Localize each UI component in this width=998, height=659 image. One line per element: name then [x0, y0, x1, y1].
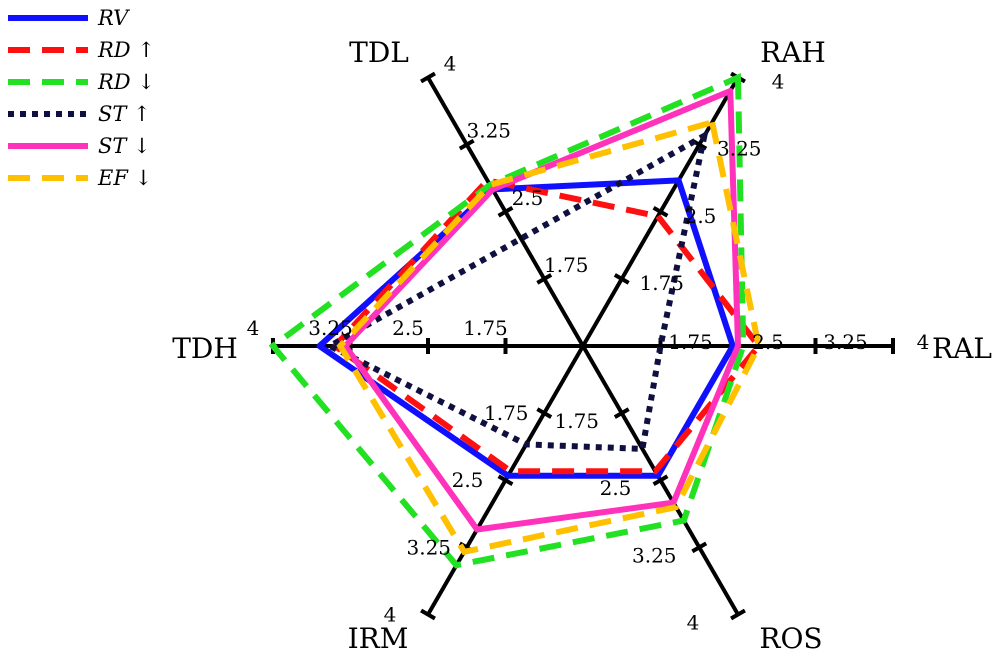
series-line-5 [336, 118, 762, 556]
tick-mark-tdl-1 [497, 206, 514, 218]
tick-label-tdh-1: 2.5 [392, 316, 424, 340]
labels-layer: RAH RAL ROS IRM TDH TDL 1.75 2.5 3.25 4 1.75 2.5 3.2… [172, 36, 992, 655]
tick-mark-tdl-3 [420, 71, 436, 84]
tick-label-ral-1: 2.5 [752, 330, 784, 354]
tick-label-tdh-0: 1.75 [463, 316, 508, 340]
tick-mark-rah-1 [652, 206, 669, 218]
tick-mark-ros-1 [652, 474, 669, 486]
axis-label-ral: RAL [932, 332, 992, 365]
legend-label-3: ST ↑ [98, 102, 151, 126]
tick-label-rah-1: 2.5 [685, 204, 717, 228]
tick-label-ros-0: 1.75 [554, 409, 599, 433]
tick-label-ral-2: 3.25 [823, 330, 868, 354]
tick-label-irm-2: 3.25 [406, 535, 451, 559]
tick-label-tdl-2: 3.25 [466, 119, 511, 143]
tick-mark-rah-0 [613, 273, 630, 285]
legend-label-1: RD ↑ [97, 38, 155, 62]
tick-label-irm-1: 2.5 [452, 468, 484, 492]
tick-label-ros-1: 2.5 [600, 476, 632, 500]
tick-mark-irm-1 [497, 474, 514, 486]
series-line-3 [323, 129, 709, 452]
tick-label-tdl-0: 1.75 [544, 253, 589, 277]
axes-layer [271, 71, 895, 621]
tick-label-ral-0: 1.75 [668, 330, 713, 354]
tick-mark-ros-2 [691, 541, 708, 554]
tick-label-rah-3: 4 [772, 70, 785, 94]
tick-mark-ros-0 [613, 407, 630, 419]
axis-label-irm: IRM [348, 622, 409, 655]
tick-mark-tdl-0 [536, 273, 553, 285]
tick-label-tdl-3: 4 [444, 52, 457, 76]
axis-label-rah: RAH [760, 36, 826, 69]
tick-label-ros-3: 4 [687, 610, 700, 634]
legend-label-0: RV [97, 6, 130, 30]
series-layer [268, 72, 763, 569]
tick-label-tdh-2: 3.25 [308, 316, 353, 340]
axis-label-tdh: TDH [172, 332, 238, 365]
tick-mark-ros-3 [730, 608, 746, 621]
tick-label-rah-2: 3.25 [717, 137, 762, 161]
tick-mark-irm-0 [536, 407, 553, 419]
tick-label-ros-2: 3.25 [632, 543, 677, 567]
legend: RV RD ↑ RD ↓ ST ↑ ST ↓ EF ↓ [8, 6, 155, 190]
tick-mark-tdl-2 [458, 138, 475, 151]
tick-label-irm-0: 1.75 [484, 401, 529, 425]
series-line-2 [268, 72, 747, 569]
tick-label-rah-0: 1.75 [639, 271, 684, 295]
legend-label-2: RD ↓ [97, 70, 155, 94]
series-line-4 [342, 88, 741, 533]
tick-mark-irm-3 [420, 608, 436, 621]
legend-label-5: EF ↓ [97, 166, 152, 190]
legend-label-4: ST ↓ [98, 134, 151, 158]
axis-label-ros: ROS [759, 622, 822, 655]
tick-label-tdh-3: 4 [247, 316, 260, 340]
axis-label-tdl: TDL [349, 36, 409, 69]
tick-label-tdl-1: 2.5 [512, 186, 544, 210]
tick-label-ral-3: 4 [917, 330, 930, 354]
tick-label-irm-3: 4 [384, 602, 397, 626]
series-line-0 [316, 177, 736, 479]
